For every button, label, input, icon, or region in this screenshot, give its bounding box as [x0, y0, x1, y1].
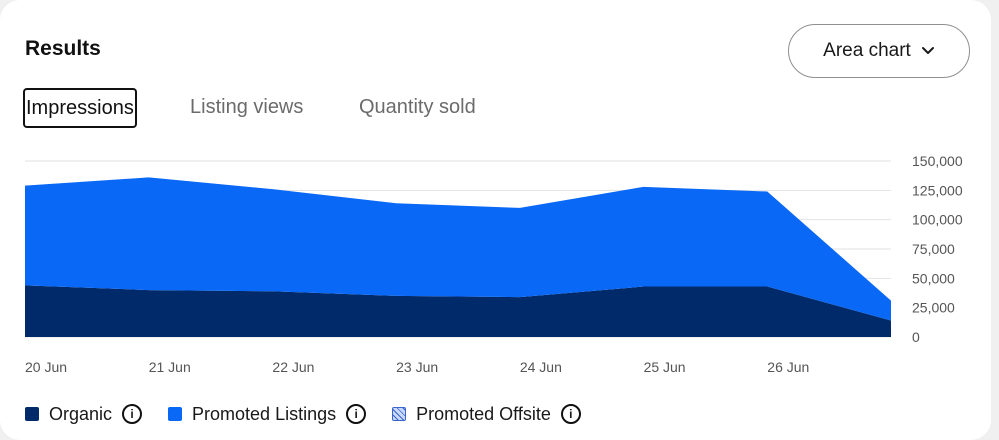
legend-label-organic: Organic	[49, 403, 113, 424]
legend-label-promoted-offsite: Promoted Offsite	[416, 403, 551, 424]
tab-listing-views[interactable]: Listing views	[190, 96, 304, 118]
y-tick-label: 0	[912, 329, 920, 345]
x-tick-label: 26 Jun	[767, 359, 809, 375]
legend-item-promoted-offsite: Promoted Offsite i	[392, 402, 581, 426]
area-organic	[25, 285, 891, 337]
organic-swatch	[25, 407, 39, 421]
y-tick-label: 100,000	[912, 212, 963, 228]
y-tick-label: 125,000	[912, 182, 963, 198]
y-tick-label: 50,000	[912, 270, 955, 286]
x-tick-label: 23 Jun	[396, 359, 438, 375]
y-tick-label: 150,000	[912, 153, 963, 169]
x-tick-label: 25 Jun	[644, 359, 686, 375]
legend-label-promoted-listings: Promoted Listings	[192, 403, 337, 424]
chart-type-label: Area chart	[823, 40, 911, 61]
promoted-offsite-swatch	[392, 407, 407, 421]
y-tick-label: 25,000	[912, 300, 955, 316]
x-tick-label: 21 Jun	[149, 359, 191, 375]
area-promoted-listings	[25, 177, 891, 321]
impressions-area-chart: 0 25,000 50,000 75,000 100,000 125,000 150,000…	[25, 153, 963, 375]
results-title: Results	[25, 37, 101, 60]
legend-item-organic: Organic i	[25, 402, 143, 426]
info-icon[interactable]: i	[560, 404, 581, 424]
x-tick-label: 20 Jun	[25, 359, 67, 375]
legend-item-promoted-listings: Promoted Listings i	[168, 402, 367, 426]
tab-quantity-sold[interactable]: Quantity sold	[359, 96, 476, 118]
info-icon[interactable]: i	[122, 404, 143, 424]
promoted-listings-swatch	[168, 407, 183, 421]
tab-impressions[interactable]: Impressions	[23, 88, 137, 128]
chart-type-dropdown[interactable]: Area chart	[788, 24, 970, 78]
chevron-down-icon	[921, 46, 935, 56]
x-tick-label: 24 Jun	[520, 359, 562, 375]
chart-legend: Organic i Promoted Listings i Promoted O…	[25, 402, 581, 426]
x-tick-label: 22 Jun	[272, 359, 314, 375]
y-tick-label: 75,000	[912, 241, 955, 257]
info-icon[interactable]: i	[346, 404, 367, 424]
